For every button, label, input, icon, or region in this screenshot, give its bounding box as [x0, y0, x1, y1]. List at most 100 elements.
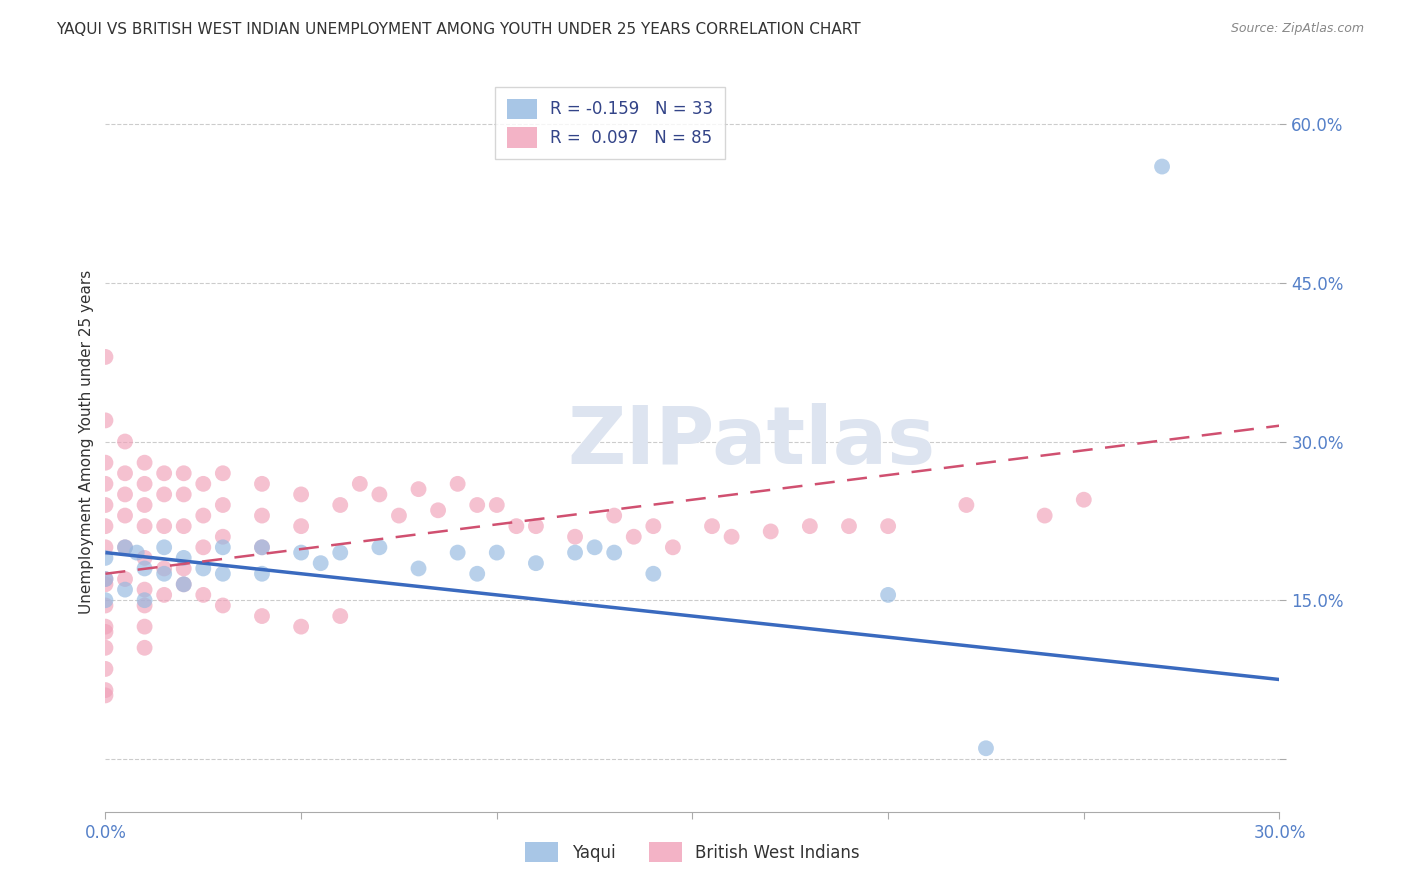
Point	[193, 588, 215, 602]
Point	[173, 561, 195, 575]
Point	[290, 519, 312, 533]
Point	[485, 545, 508, 560]
Point	[153, 588, 176, 602]
Point	[94, 599, 117, 613]
Point	[114, 434, 136, 449]
Point	[250, 541, 273, 555]
Point	[211, 599, 233, 613]
Text: YAQUI VS BRITISH WEST INDIAN UNEMPLOYMENT AMONG YOUTH UNDER 25 YEARS CORRELATION: YAQUI VS BRITISH WEST INDIAN UNEMPLOYMEN…	[56, 22, 860, 37]
Point	[134, 640, 156, 655]
Point	[524, 519, 547, 533]
Point	[94, 572, 117, 586]
Text: ZIPatlas: ZIPatlas	[567, 402, 935, 481]
Point	[114, 582, 136, 597]
Point	[173, 487, 195, 501]
Point	[799, 519, 821, 533]
Point	[94, 350, 117, 364]
Point	[388, 508, 411, 523]
Point	[485, 498, 508, 512]
Point	[211, 541, 233, 555]
Point	[250, 508, 273, 523]
Point	[250, 476, 273, 491]
Point	[94, 624, 117, 639]
Point	[153, 487, 176, 501]
Point	[153, 519, 176, 533]
Point	[1033, 508, 1056, 523]
Point	[211, 467, 233, 481]
Point	[114, 487, 136, 501]
Point	[623, 530, 645, 544]
Point	[94, 640, 117, 655]
Point	[134, 561, 156, 575]
Point	[94, 476, 117, 491]
Point	[1150, 160, 1173, 174]
Point	[114, 572, 136, 586]
Point	[955, 498, 977, 512]
Point	[368, 541, 391, 555]
Point	[211, 498, 233, 512]
Point	[250, 541, 273, 555]
Point	[720, 530, 742, 544]
Point	[211, 530, 233, 544]
Point	[193, 561, 215, 575]
Point	[125, 545, 148, 560]
Point	[465, 566, 488, 581]
Point	[662, 541, 685, 555]
Point	[211, 566, 233, 581]
Point	[193, 476, 215, 491]
Point	[446, 545, 468, 560]
Point	[173, 467, 195, 481]
Point	[368, 487, 391, 501]
Point	[290, 619, 312, 633]
Point	[290, 487, 312, 501]
Point	[446, 476, 468, 491]
Point	[134, 593, 156, 607]
Point	[94, 577, 117, 591]
Point	[1073, 492, 1095, 507]
Text: Source: ZipAtlas.com: Source: ZipAtlas.com	[1230, 22, 1364, 36]
Point	[759, 524, 782, 539]
Point	[94, 519, 117, 533]
Point	[153, 541, 176, 555]
Point	[603, 508, 626, 523]
Point	[94, 683, 117, 698]
Point	[173, 577, 195, 591]
Point	[114, 541, 136, 555]
Point	[309, 556, 332, 570]
Point	[134, 582, 156, 597]
Point	[114, 467, 136, 481]
Point	[643, 519, 665, 533]
Point	[173, 550, 195, 565]
Point	[329, 545, 352, 560]
Legend: Yaqui, British West Indians: Yaqui, British West Indians	[516, 834, 869, 870]
Point	[564, 530, 586, 544]
Point	[94, 572, 117, 586]
Point	[290, 545, 312, 560]
Point	[643, 566, 665, 581]
Point	[94, 593, 117, 607]
Point	[877, 519, 900, 533]
Point	[134, 498, 156, 512]
Point	[94, 541, 117, 555]
Point	[94, 619, 117, 633]
Point	[524, 556, 547, 570]
Point	[427, 503, 450, 517]
Point	[173, 519, 195, 533]
Point	[250, 609, 273, 624]
Point	[408, 482, 430, 496]
Point	[505, 519, 527, 533]
Point	[134, 599, 156, 613]
Point	[329, 609, 352, 624]
Point	[408, 561, 430, 575]
Point	[250, 566, 273, 581]
Point	[153, 467, 176, 481]
Point	[564, 545, 586, 560]
Point	[94, 662, 117, 676]
Point	[134, 519, 156, 533]
Point	[94, 550, 117, 565]
Point	[700, 519, 723, 533]
Point	[153, 566, 176, 581]
Point	[349, 476, 371, 491]
Y-axis label: Unemployment Among Youth under 25 years: Unemployment Among Youth under 25 years	[79, 269, 94, 614]
Point	[134, 456, 156, 470]
